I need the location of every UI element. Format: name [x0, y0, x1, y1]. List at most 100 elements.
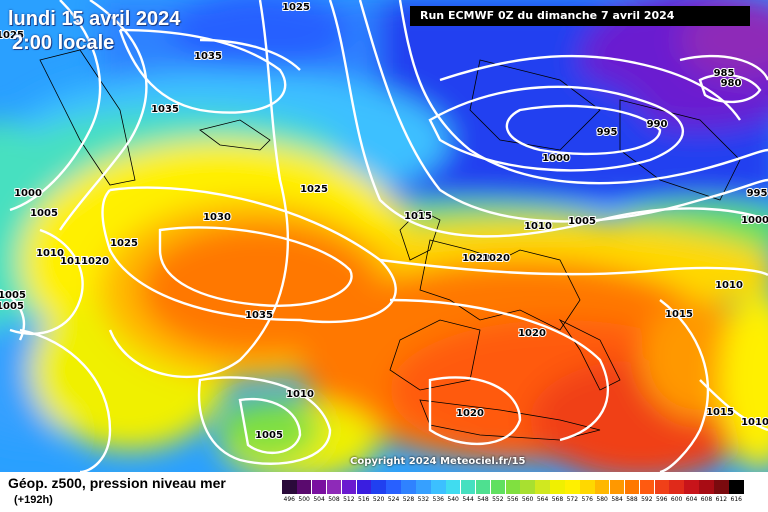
scale-swatch [729, 480, 744, 494]
scale-swatch [356, 480, 371, 494]
scale-swatch [609, 480, 625, 494]
scale-tick-label: 604 [685, 496, 698, 503]
isobar-label: 1000 [741, 215, 768, 226]
scale-tick-label: 592 [641, 496, 653, 503]
scale-swatch [624, 480, 640, 494]
scale-tick-label: 608 [700, 496, 713, 503]
scale-tick-label: 548 [477, 496, 489, 503]
scale-tick-label: 516 [358, 496, 370, 503]
isobar-label: 1020 [518, 328, 546, 339]
scale-tick-label: 524 [387, 496, 400, 503]
isobar-label: 980 [721, 78, 742, 89]
isobar-label: 1005 [255, 430, 283, 441]
isobar-label: 1020 [482, 253, 510, 264]
scale-tick-label: 560 [521, 496, 534, 503]
scale-tick-label: 520 [372, 496, 385, 503]
scale-tick-label: 600 [670, 496, 683, 503]
isobar-label: 1010 [286, 389, 314, 400]
isobar-label: 1000 [14, 188, 42, 199]
scale-swatch [684, 480, 699, 494]
isobar-label: 1025 [110, 238, 138, 249]
scale-tick-label: 616 [730, 496, 742, 503]
isobar-label: 1025 [300, 184, 328, 195]
scale-tick-label: 504 [313, 496, 325, 503]
isobar-label: 1020 [456, 408, 484, 419]
isobar-label: 1015 [404, 211, 432, 222]
color-blobs [0, 0, 768, 472]
scale-swatch [326, 480, 342, 494]
scale-tick-label: 584 [611, 496, 623, 503]
scale-tick-label: 532 [417, 496, 430, 503]
scale-swatch [282, 480, 297, 494]
isobar-label: 1005 [0, 301, 24, 312]
scale-tick-label: 508 [328, 496, 340, 503]
scale-tick-label: 512 [343, 496, 355, 503]
isobar-label: 1005 [0, 290, 26, 301]
scale-tick-label: 540 [447, 496, 459, 503]
isobar-label: 1020 [462, 253, 490, 264]
scale-tick-label: 568 [551, 496, 564, 503]
isobar-label: 1025 [282, 2, 310, 13]
isobar-label: 1035 [151, 104, 179, 115]
scale-swatch [505, 480, 520, 494]
scale-tick-label: 544 [462, 496, 474, 503]
scale-swatch [475, 480, 491, 494]
coastlines [39, 49, 741, 441]
scale-swatch [669, 480, 684, 494]
scale-swatch [386, 480, 401, 494]
model-run-info: Run ECMWF 0Z du dimanche 7 avril 2024 [410, 6, 750, 26]
scale-tick-label: 556 [507, 496, 519, 503]
scale-swatch [401, 480, 416, 494]
isobar-label: 1015 [706, 407, 734, 418]
forecast-local-time: 2:00 locale [12, 32, 115, 54]
isobar-label: 1010 [715, 280, 743, 291]
scale-tick-label: 564 [536, 496, 549, 503]
scale-tick-label: 552 [492, 496, 504, 503]
scale-swatch [699, 480, 714, 494]
scale-swatch [296, 480, 312, 494]
scale-tick-label: 528 [402, 496, 415, 503]
forecast-date: lundi 15 avril 2024 [8, 8, 181, 30]
scale-tick-label: 588 [626, 496, 638, 503]
isobar-label: 1015 [60, 256, 88, 267]
isobar-lines [0, 0, 768, 472]
scale-swatch [550, 480, 565, 494]
isobar-label: 995 [747, 188, 768, 199]
isobar-label: 1035 [194, 51, 222, 62]
scale-swatch [594, 480, 610, 494]
scale-swatch [490, 480, 506, 494]
scale-swatch [654, 480, 669, 494]
isobar-label: 995 [597, 127, 618, 138]
isobar-label: 1010 [741, 417, 768, 428]
isobar-label: 990 [647, 119, 668, 130]
isobar-label: 1025 [0, 30, 24, 41]
scale-tick-label: 580 [596, 496, 608, 503]
weather-map: 1025102510351035100010051010101510201025… [0, 0, 768, 472]
scale-swatch [520, 480, 535, 494]
isobar-label: 1015 [665, 309, 693, 320]
scale-swatch [371, 480, 386, 494]
scale-tick-label: 572 [566, 496, 579, 503]
legend-subtitle: (+192h) [14, 494, 53, 506]
scale-tick-label: 536 [432, 496, 444, 503]
scale-swatch [460, 480, 476, 494]
scale-tick-label: 612 [715, 496, 728, 503]
scale-tick-label: 500 [298, 496, 310, 503]
legend-bar: Géop. z500, pression niveau mer (+192h) … [0, 472, 768, 512]
isobar-label: 1020 [81, 256, 109, 267]
isobar-label: 985 [714, 68, 735, 79]
geopotential-field: 1025102510351035100010051010101510201025… [0, 0, 768, 472]
isobar-label: 1010 [524, 221, 552, 232]
scale-tick-label: 496 [283, 496, 295, 503]
scale-swatch [445, 480, 461, 494]
scale-tick-label: 576 [581, 496, 593, 503]
scale-swatch [714, 480, 729, 494]
scale-swatch [341, 480, 357, 494]
isobar-label: 1010 [36, 248, 64, 259]
isobar-label: 1000 [542, 153, 570, 164]
isobar-labels: 1025102510351035100010051010101510201025… [0, 1, 768, 442]
scale-swatch [535, 480, 550, 494]
scale-swatch [416, 480, 431, 494]
legend-title: Géop. z500, pression niveau mer [8, 475, 226, 491]
copyright-text: Copyright 2024 Meteociel.fr/15 [350, 456, 526, 467]
